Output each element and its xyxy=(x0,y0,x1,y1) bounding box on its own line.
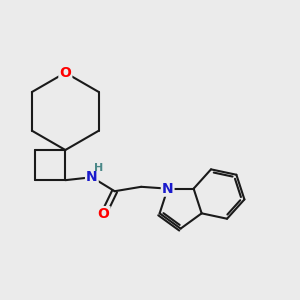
Text: H: H xyxy=(94,163,103,173)
Text: N: N xyxy=(86,170,98,184)
Text: O: O xyxy=(98,207,109,221)
Text: N: N xyxy=(162,182,173,196)
Text: O: O xyxy=(59,66,71,80)
